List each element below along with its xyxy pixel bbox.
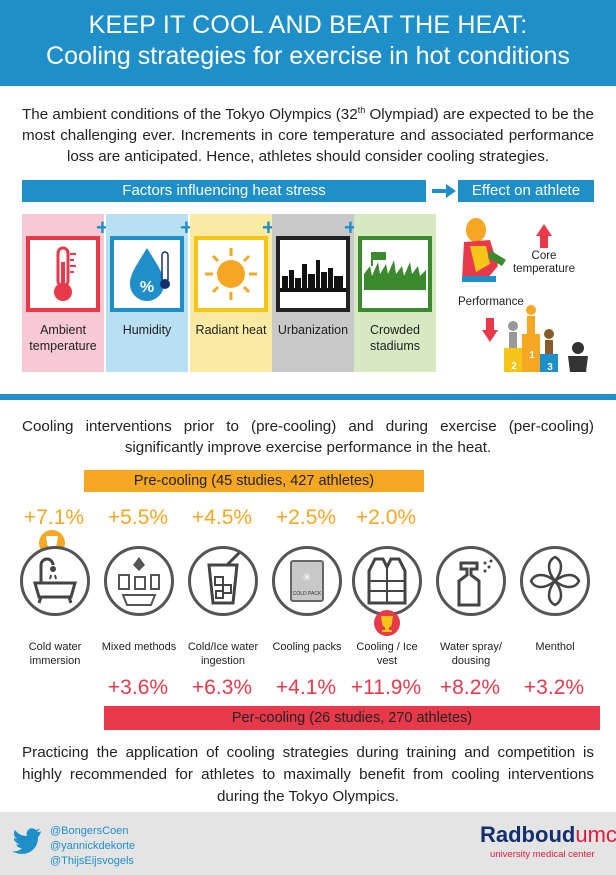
effect-title: Effect on athlete — [458, 180, 594, 202]
cooling-pack-icon: ✳ COLD PACK — [272, 546, 342, 616]
pre-value-ingestion: +4.5% — [191, 506, 253, 529]
section-divider — [0, 394, 616, 400]
arrow-right-icon — [432, 184, 456, 198]
method-label: Menthol — [535, 641, 575, 653]
per-value-ingestion: +6.3% — [191, 676, 253, 699]
podium-place-3: 3 — [547, 362, 553, 373]
brand-subtitle: university medical center — [490, 849, 595, 860]
effect-illustration — [462, 218, 588, 372]
factor-label: Urbanization — [277, 323, 349, 337]
core-temperature-label: Core temperature — [512, 250, 575, 275]
per-value-vest: +11.9% — [350, 676, 422, 699]
factor-label: Crowded stadiums — [369, 323, 421, 353]
method-label: Cold/Ice water ingestion — [187, 641, 259, 667]
factor-label: Ambient temperature — [29, 323, 97, 353]
method-label: Water spray/ dousing — [440, 641, 502, 667]
footer — [0, 812, 616, 875]
podium-icon — [504, 305, 588, 372]
method-label: Mixed methods — [101, 641, 177, 653]
pre-value-cold-water: +7.1% — [23, 506, 85, 529]
factors-title: Factors influencing heat stress — [22, 180, 426, 202]
ice-glass-icon — [188, 546, 258, 616]
crowd-icon — [358, 236, 432, 312]
svg-text:COLD PACK: COLD PACK — [293, 591, 322, 597]
method-label: Cooling / Ice vest — [356, 641, 418, 667]
factor-crowded-stadiums: Crowded stadiums — [354, 214, 436, 372]
per-cooling-title: Per-cooling (26 studies, 270 athletes) — [104, 706, 600, 730]
pre-cooling-title: Pre-cooling (45 studies, 427 athletes) — [84, 470, 424, 492]
plus-icon: + — [262, 215, 275, 240]
method-label: Cooling packs — [272, 641, 342, 653]
plus-icon: + — [180, 215, 193, 240]
page-title: KEEP IT COOL AND BEAT THE HEAT: — [88, 11, 528, 39]
radboudumc-logo: Radboudumc — [480, 822, 616, 847]
svg-text:%: % — [140, 279, 154, 296]
plus-icon: + — [344, 215, 357, 240]
mixed-methods-icon — [104, 546, 174, 616]
cooling-intro: Cooling interventions prior to (pre-cool… — [22, 418, 594, 456]
thermal-athlete-icon — [462, 218, 506, 282]
pre-value-vest: +2.0% — [355, 506, 417, 529]
twitter-icon[interactable] — [12, 828, 42, 854]
factor-urbanization: Urbanization — [272, 214, 354, 372]
pre-value-mixed: +5.5% — [107, 506, 169, 529]
arrow-down-icon — [482, 318, 498, 342]
podium-place-2: 2 — [511, 361, 517, 372]
twitter-handle[interactable]: @yannickdekorte — [50, 840, 136, 852]
conclusion-paragraph: Practicing the application of cooling st… — [22, 744, 594, 805]
trophy-icon — [374, 610, 400, 636]
mint-leaf-icon — [520, 546, 590, 616]
svg-text:✳: ✳ — [302, 572, 311, 584]
pre-value-packs: +2.5% — [275, 506, 337, 529]
factor-label: Radiant heat — [195, 323, 267, 337]
per-value-menthol: +3.2% — [523, 676, 585, 699]
factor-label: Humidity — [122, 323, 172, 337]
plus-icon: + — [96, 215, 109, 240]
twitter-handle[interactable]: @BongersCoen — [50, 825, 129, 837]
factor-ambient-temperature: Ambient temperature — [22, 214, 104, 372]
humidity-icon: % — [110, 236, 184, 312]
sun-icon — [194, 236, 268, 312]
factor-humidity: % Humidity — [106, 214, 188, 372]
per-value-spray: +8.2% — [439, 676, 501, 699]
page-subtitle: Cooling strategies for exercise in hot c… — [46, 42, 570, 70]
twitter-handle[interactable]: @ThijsEijsvogels — [50, 855, 134, 867]
bathtub-icon — [20, 546, 90, 616]
method-label: Cold water immersion — [28, 641, 82, 667]
performance-label: Performance — [458, 296, 524, 308]
vest-icon — [352, 546, 422, 616]
skyline-icon — [276, 236, 350, 312]
podium-place-1: 1 — [529, 350, 535, 361]
spray-bottle-icon — [436, 546, 506, 616]
intro-paragraph: The ambient conditions of the Tokyo Olym… — [22, 105, 595, 166]
per-value-packs: +4.1% — [275, 676, 337, 699]
factor-radiant-heat: Radiant heat — [190, 214, 272, 372]
twitter-handles: @BongersCoen @yannickdekorte @ThijsEijsv… — [50, 824, 135, 869]
header-banner: KEEP IT COOL AND BEAT THE HEAT: Cooling … — [0, 0, 616, 86]
per-value-mixed: +3.6% — [107, 676, 169, 699]
arrow-up-icon — [536, 224, 552, 248]
thermometer-icon — [26, 236, 100, 312]
